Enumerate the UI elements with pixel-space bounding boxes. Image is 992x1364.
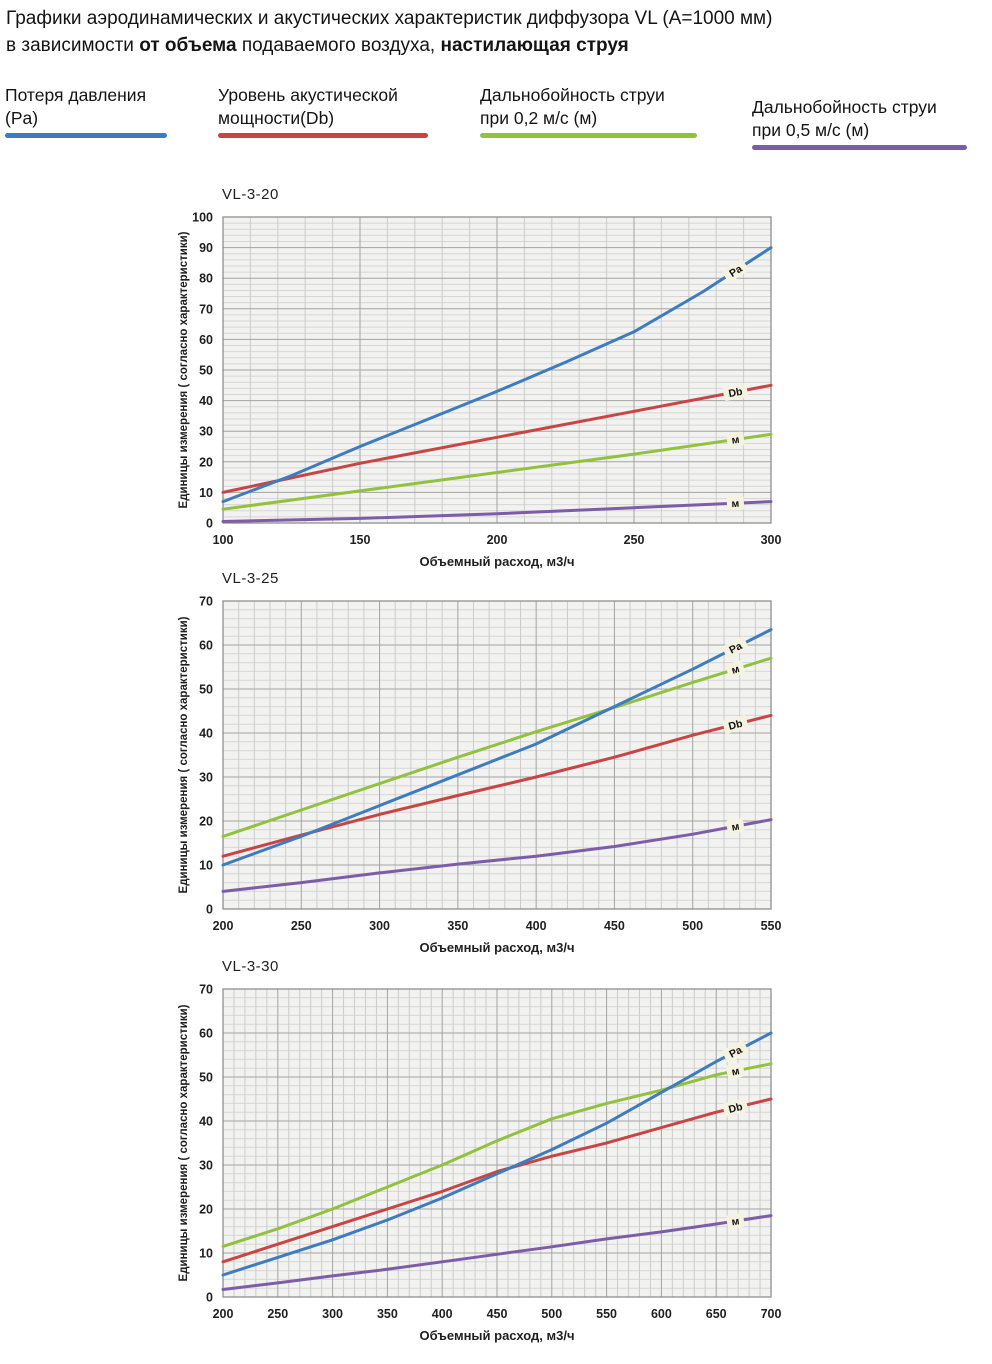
svg-text:200: 200: [213, 919, 234, 933]
svg-text:м: м: [731, 434, 741, 447]
svg-text:Pa: Pa: [727, 263, 744, 280]
svg-text:200: 200: [487, 533, 508, 547]
legend-swatch-blue: [5, 133, 167, 138]
svg-text:90: 90: [199, 241, 213, 255]
svg-text:0: 0: [206, 903, 213, 917]
svg-text:40: 40: [199, 727, 213, 741]
legend-label: Потеря давления (Pa): [5, 85, 147, 128]
svg-text:50: 50: [199, 364, 213, 378]
svg-text:350: 350: [377, 1307, 398, 1321]
page-title-line2: в зависимости от объема подаваемого возд…: [6, 35, 629, 56]
legend-label: Уровень акустической мощности(Db): [218, 85, 398, 128]
svg-text:600: 600: [651, 1307, 672, 1321]
legend-item-acoustic-power: Уровень акустической мощности(Db): [218, 84, 428, 138]
legend-item-pressure-loss: Потеря давления (Pa): [5, 84, 167, 138]
svg-text:400: 400: [432, 1307, 453, 1321]
svg-text:20: 20: [199, 455, 213, 469]
svg-text:250: 250: [291, 919, 312, 933]
svg-text:0: 0: [206, 1291, 213, 1305]
svg-text:100: 100: [213, 533, 234, 547]
svg-text:500: 500: [541, 1307, 562, 1321]
svg-text:250: 250: [624, 533, 645, 547]
svg-text:Единицы измерения ( согласно х: Единицы измерения ( согласно характерист…: [178, 231, 190, 508]
svg-text:Объемный расход, м3/ч: Объемный расход, м3/ч: [419, 940, 574, 955]
svg-text:30: 30: [199, 425, 213, 439]
svg-text:10: 10: [199, 1247, 213, 1261]
svg-text:300: 300: [369, 919, 390, 933]
svg-text:60: 60: [199, 1027, 213, 1041]
svg-text:250: 250: [267, 1307, 288, 1321]
svg-text:550: 550: [596, 1307, 617, 1321]
svg-text:500: 500: [682, 919, 703, 933]
svg-text:60: 60: [199, 639, 213, 653]
svg-text:50: 50: [199, 683, 213, 697]
chart-title-vl-3-25: VL-3-25: [222, 570, 279, 587]
legend-item-jet-range-02: Дальнобойность струи при 0,2 м/с (м): [480, 84, 697, 138]
svg-text:300: 300: [322, 1307, 343, 1321]
svg-text:м: м: [731, 1215, 741, 1228]
svg-text:10: 10: [199, 859, 213, 873]
svg-text:Pa: Pa: [727, 640, 744, 657]
legend-item-jet-range-05: Дальнобойность струи при 0,5 м/с (м): [752, 96, 967, 150]
svg-text:м: м: [731, 498, 740, 510]
chart-plot-vl-3-20: 0 10 20 30 40 50 60 70 80 90 100 100 150 200 250 300 м м D…: [178, 211, 782, 570]
svg-text:70: 70: [199, 595, 213, 609]
svg-text:650: 650: [706, 1307, 727, 1321]
legend-label: Дальнобойность струи при 0,2 м/с (м): [480, 85, 665, 128]
svg-text:20: 20: [199, 815, 213, 829]
svg-text:70: 70: [199, 983, 213, 997]
legend-swatch-green: [480, 133, 697, 138]
chart-section-vl-3-25: VL-3-25 0 10 20 30 40 50 60 70 200 250 300 350 400 45…: [0, 570, 992, 962]
svg-text:м: м: [731, 820, 741, 833]
svg-text:м: м: [731, 1065, 741, 1078]
chart-title-vl-3-30: VL-3-30: [222, 958, 279, 975]
page-title-line1: Графики аэродинамических и акустических …: [6, 8, 773, 29]
svg-text:20: 20: [199, 1203, 213, 1217]
svg-text:м: м: [730, 663, 741, 677]
svg-text:40: 40: [199, 1115, 213, 1129]
svg-text:700: 700: [761, 1307, 782, 1321]
svg-text:Db: Db: [728, 386, 744, 400]
svg-text:Pa: Pa: [727, 1044, 744, 1061]
svg-text:30: 30: [199, 771, 213, 785]
chart-section-vl-3-30: VL-3-30 0 10 20 30 40 50 60 70 200 250 300 350 400 45…: [0, 958, 992, 1350]
svg-text:200: 200: [213, 1307, 234, 1321]
svg-text:50: 50: [199, 1071, 213, 1085]
chart-plot-vl-3-30: 0 10 20 30 40 50 60 70 200 250 300 350 400 450 500 550 6…: [178, 983, 782, 1344]
svg-text:300: 300: [761, 533, 782, 547]
svg-text:450: 450: [487, 1307, 508, 1321]
svg-text:80: 80: [199, 272, 213, 286]
svg-text:60: 60: [199, 333, 213, 347]
svg-text:Объемный расход, м3/ч: Объемный расход, м3/ч: [419, 554, 574, 569]
legend-swatch-purple: [752, 145, 967, 150]
svg-text:550: 550: [761, 919, 782, 933]
svg-text:Единицы измерения ( согласно х: Единицы измерения ( согласно характерист…: [178, 616, 190, 893]
svg-text:400: 400: [526, 919, 547, 933]
svg-text:70: 70: [199, 302, 213, 316]
svg-text:40: 40: [199, 394, 213, 408]
legend-label: Дальнобойность струи при 0,5 м/с (м): [752, 97, 937, 140]
chart-plot-vl-3-25: 0 10 20 30 40 50 60 70 200 250 300 350 400 450 500 550 м…: [178, 595, 782, 956]
svg-text:0: 0: [206, 517, 213, 531]
svg-text:Db: Db: [727, 1101, 743, 1116]
svg-text:10: 10: [199, 486, 213, 500]
svg-text:30: 30: [199, 1159, 213, 1173]
chart-section-vl-3-20: VL-3-20 0 10 20 30 40 50 60 70 80 90 100 100 150 200 2…: [0, 186, 992, 578]
svg-text:450: 450: [604, 919, 625, 933]
svg-text:Объемный расход, м3/ч: Объемный расход, м3/ч: [419, 1328, 574, 1343]
svg-text:Единицы измерения ( согласно х: Единицы измерения ( согласно характерист…: [178, 1004, 190, 1281]
svg-text:150: 150: [350, 533, 371, 547]
page-title: Графики аэродинамических и акустических …: [6, 5, 772, 59]
legend-swatch-red: [218, 133, 428, 138]
svg-text:100: 100: [192, 211, 213, 225]
svg-text:Db: Db: [727, 718, 744, 733]
svg-text:350: 350: [447, 919, 468, 933]
chart-title-vl-3-20: VL-3-20: [222, 186, 279, 203]
